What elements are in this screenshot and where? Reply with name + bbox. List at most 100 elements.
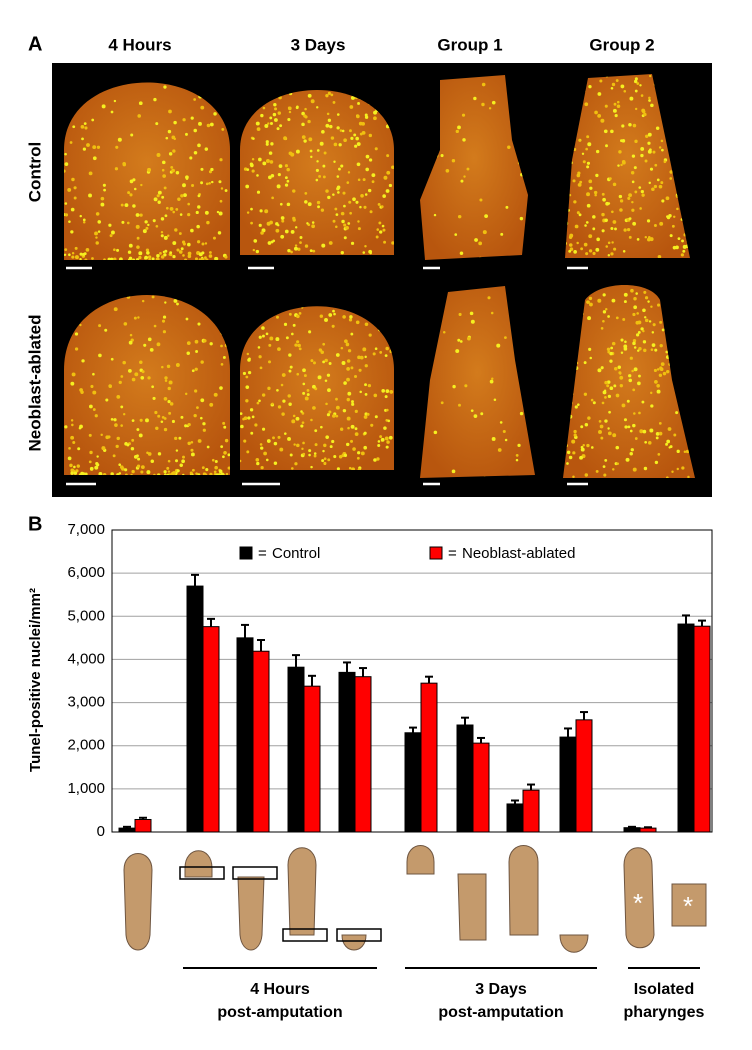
dot <box>258 157 262 162</box>
dot <box>355 136 359 141</box>
dot <box>650 305 653 308</box>
dot <box>618 371 622 375</box>
dot <box>124 468 128 472</box>
dot <box>519 411 524 416</box>
dot <box>204 473 208 475</box>
bar <box>303 685 321 833</box>
dot <box>317 375 322 380</box>
dot <box>386 154 390 158</box>
dot <box>615 316 619 320</box>
dot <box>240 412 243 415</box>
dot <box>640 153 644 158</box>
dot <box>342 408 347 413</box>
dot <box>203 339 207 343</box>
dot <box>659 221 664 226</box>
dot <box>487 296 491 300</box>
dot <box>272 436 275 440</box>
dot <box>599 79 603 83</box>
dot <box>118 257 123 260</box>
dot <box>73 471 78 475</box>
dot <box>636 349 640 352</box>
dot <box>220 187 224 190</box>
dot <box>133 187 137 191</box>
dot <box>644 296 649 300</box>
dot <box>301 122 305 127</box>
dot <box>350 332 354 336</box>
dot <box>320 208 325 212</box>
dot <box>187 242 191 247</box>
dot <box>270 142 274 146</box>
dot <box>323 457 327 461</box>
dot <box>243 416 248 421</box>
dot <box>340 346 344 350</box>
dot <box>644 159 648 163</box>
dot <box>82 221 86 224</box>
dot <box>635 333 640 337</box>
dot <box>280 216 285 220</box>
dot <box>142 229 147 234</box>
dot <box>255 249 260 254</box>
dot <box>515 454 519 457</box>
dot <box>586 443 590 448</box>
dot <box>377 443 381 448</box>
dot <box>325 123 330 128</box>
dot <box>184 258 188 260</box>
dot <box>157 473 161 475</box>
dot <box>669 177 673 180</box>
group-label: 4 Hours <box>250 981 310 998</box>
dot <box>588 296 593 301</box>
dot <box>77 447 81 451</box>
dot <box>659 343 663 348</box>
dot <box>291 332 294 336</box>
dot <box>78 426 82 430</box>
dot <box>579 180 583 184</box>
dot <box>343 223 347 227</box>
dot <box>88 171 93 176</box>
dot <box>138 251 143 256</box>
dot <box>109 234 113 238</box>
dot <box>246 352 250 356</box>
dot <box>169 402 174 406</box>
dot <box>208 182 211 185</box>
dot <box>189 156 193 160</box>
dot <box>343 138 347 143</box>
bar <box>404 732 422 833</box>
dot <box>327 91 331 95</box>
dot <box>191 468 195 472</box>
dot <box>64 162 69 167</box>
dot <box>669 234 673 238</box>
dot <box>340 164 344 168</box>
dot <box>164 376 168 380</box>
dot <box>151 385 154 389</box>
dot <box>609 386 614 391</box>
dot <box>132 178 136 182</box>
dot <box>611 241 614 244</box>
dot <box>294 244 298 247</box>
dot <box>347 349 352 353</box>
dot <box>654 380 658 384</box>
dot <box>67 456 72 461</box>
dot <box>661 199 665 203</box>
dot <box>385 189 390 193</box>
dot <box>383 175 388 180</box>
dot <box>440 154 444 158</box>
dot <box>620 84 625 89</box>
dot <box>377 202 381 206</box>
bar <box>456 724 474 833</box>
dot <box>307 202 312 207</box>
dot <box>457 125 461 130</box>
dot <box>634 77 638 81</box>
dot <box>572 451 576 455</box>
dot <box>665 369 670 374</box>
dot <box>70 230 74 234</box>
bar <box>623 827 641 833</box>
dot <box>356 142 361 146</box>
dot <box>190 452 195 457</box>
dot <box>629 96 634 101</box>
dot <box>283 136 287 141</box>
dot <box>204 210 209 215</box>
dot <box>71 372 76 377</box>
dot <box>665 442 668 446</box>
dot <box>70 419 74 422</box>
